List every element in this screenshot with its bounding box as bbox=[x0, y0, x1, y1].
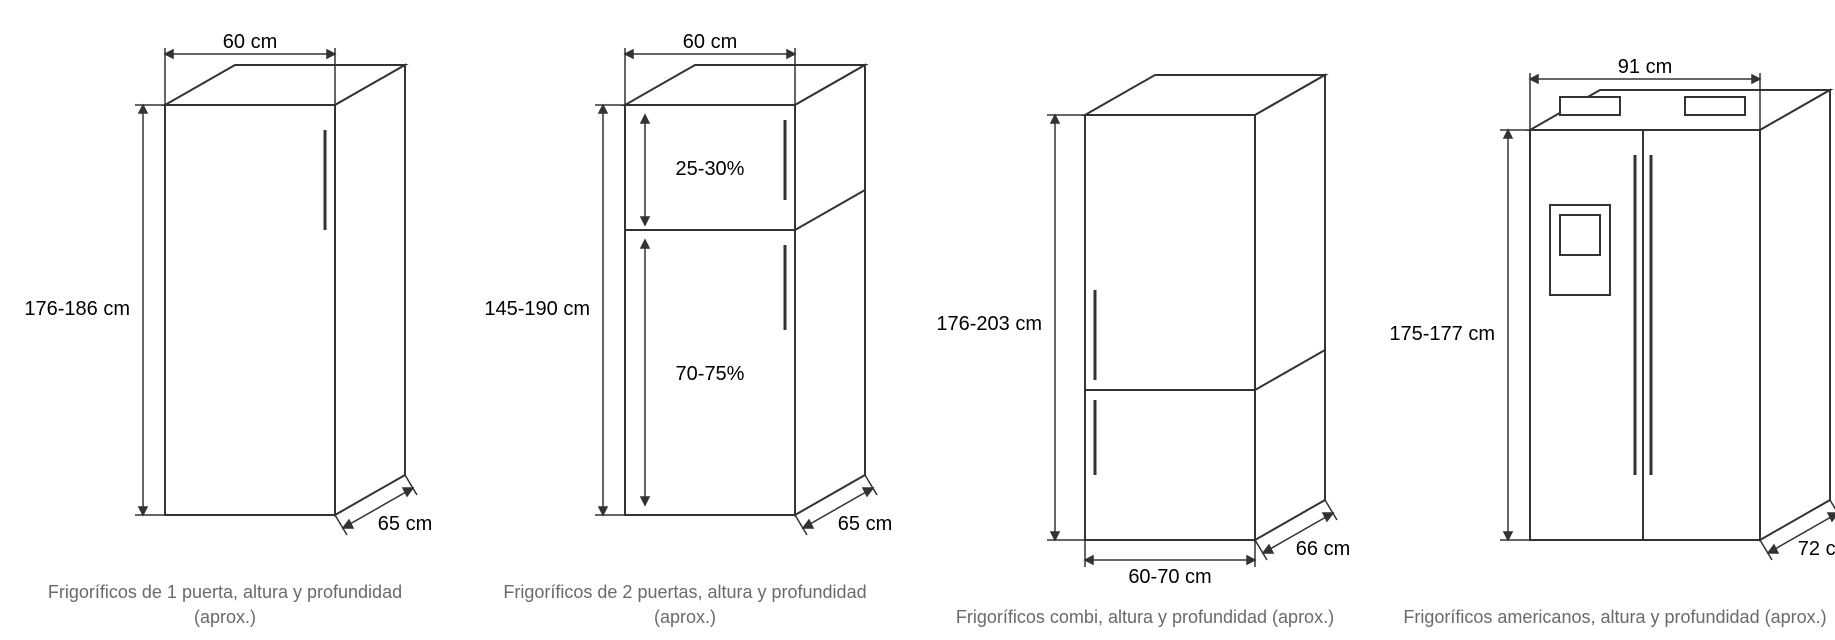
caption: Frigoríficos americanos, altura y profun… bbox=[1385, 605, 1835, 630]
width-label: 91 cm bbox=[1618, 56, 1672, 78]
caption: Frigoríficos combi, altura y profundidad… bbox=[925, 605, 1365, 630]
height-label: 145-190 cm bbox=[484, 298, 590, 320]
depth-label: 65 cm bbox=[838, 513, 892, 535]
fridge-two-door: 60 cm 145-190 cm 65 bbox=[465, 10, 905, 630]
fridge-one-door-svg: 60 cm 176-186 cm 65 bbox=[5, 30, 445, 570]
width-label: 60 cm bbox=[223, 31, 277, 53]
height-label: 175-177 cm bbox=[1389, 323, 1495, 345]
fridge-american-svg: 91 cm 175-177 cm 72 bbox=[1385, 55, 1835, 595]
fridge-diagrams-row: 60 cm 176-186 cm 65 bbox=[5, 10, 1835, 630]
fridge-combi-svg: 176-203 cm 60-70 cm bbox=[925, 55, 1365, 595]
width-label: 60 cm bbox=[683, 31, 737, 53]
height-label: 176-203 cm bbox=[936, 313, 1042, 335]
bottom-pct-label: 70-75% bbox=[676, 363, 745, 385]
depth-label: 66 cm bbox=[1296, 538, 1350, 560]
top-pct-label: 25-30% bbox=[676, 158, 745, 180]
fridge-one-door: 60 cm 176-186 cm 65 bbox=[5, 10, 445, 630]
fridge-two-door-svg: 60 cm 145-190 cm 65 bbox=[465, 30, 905, 570]
width-label: 60-70 cm bbox=[1128, 566, 1211, 588]
depth-label: 72 cm bbox=[1798, 538, 1835, 560]
fridge-combi: 176-203 cm 60-70 cm bbox=[925, 35, 1365, 630]
fridge-american: 91 cm 175-177 cm 72 bbox=[1385, 35, 1835, 630]
height-label: 176-186 cm bbox=[24, 298, 130, 320]
depth-label: 65 cm bbox=[378, 513, 432, 535]
